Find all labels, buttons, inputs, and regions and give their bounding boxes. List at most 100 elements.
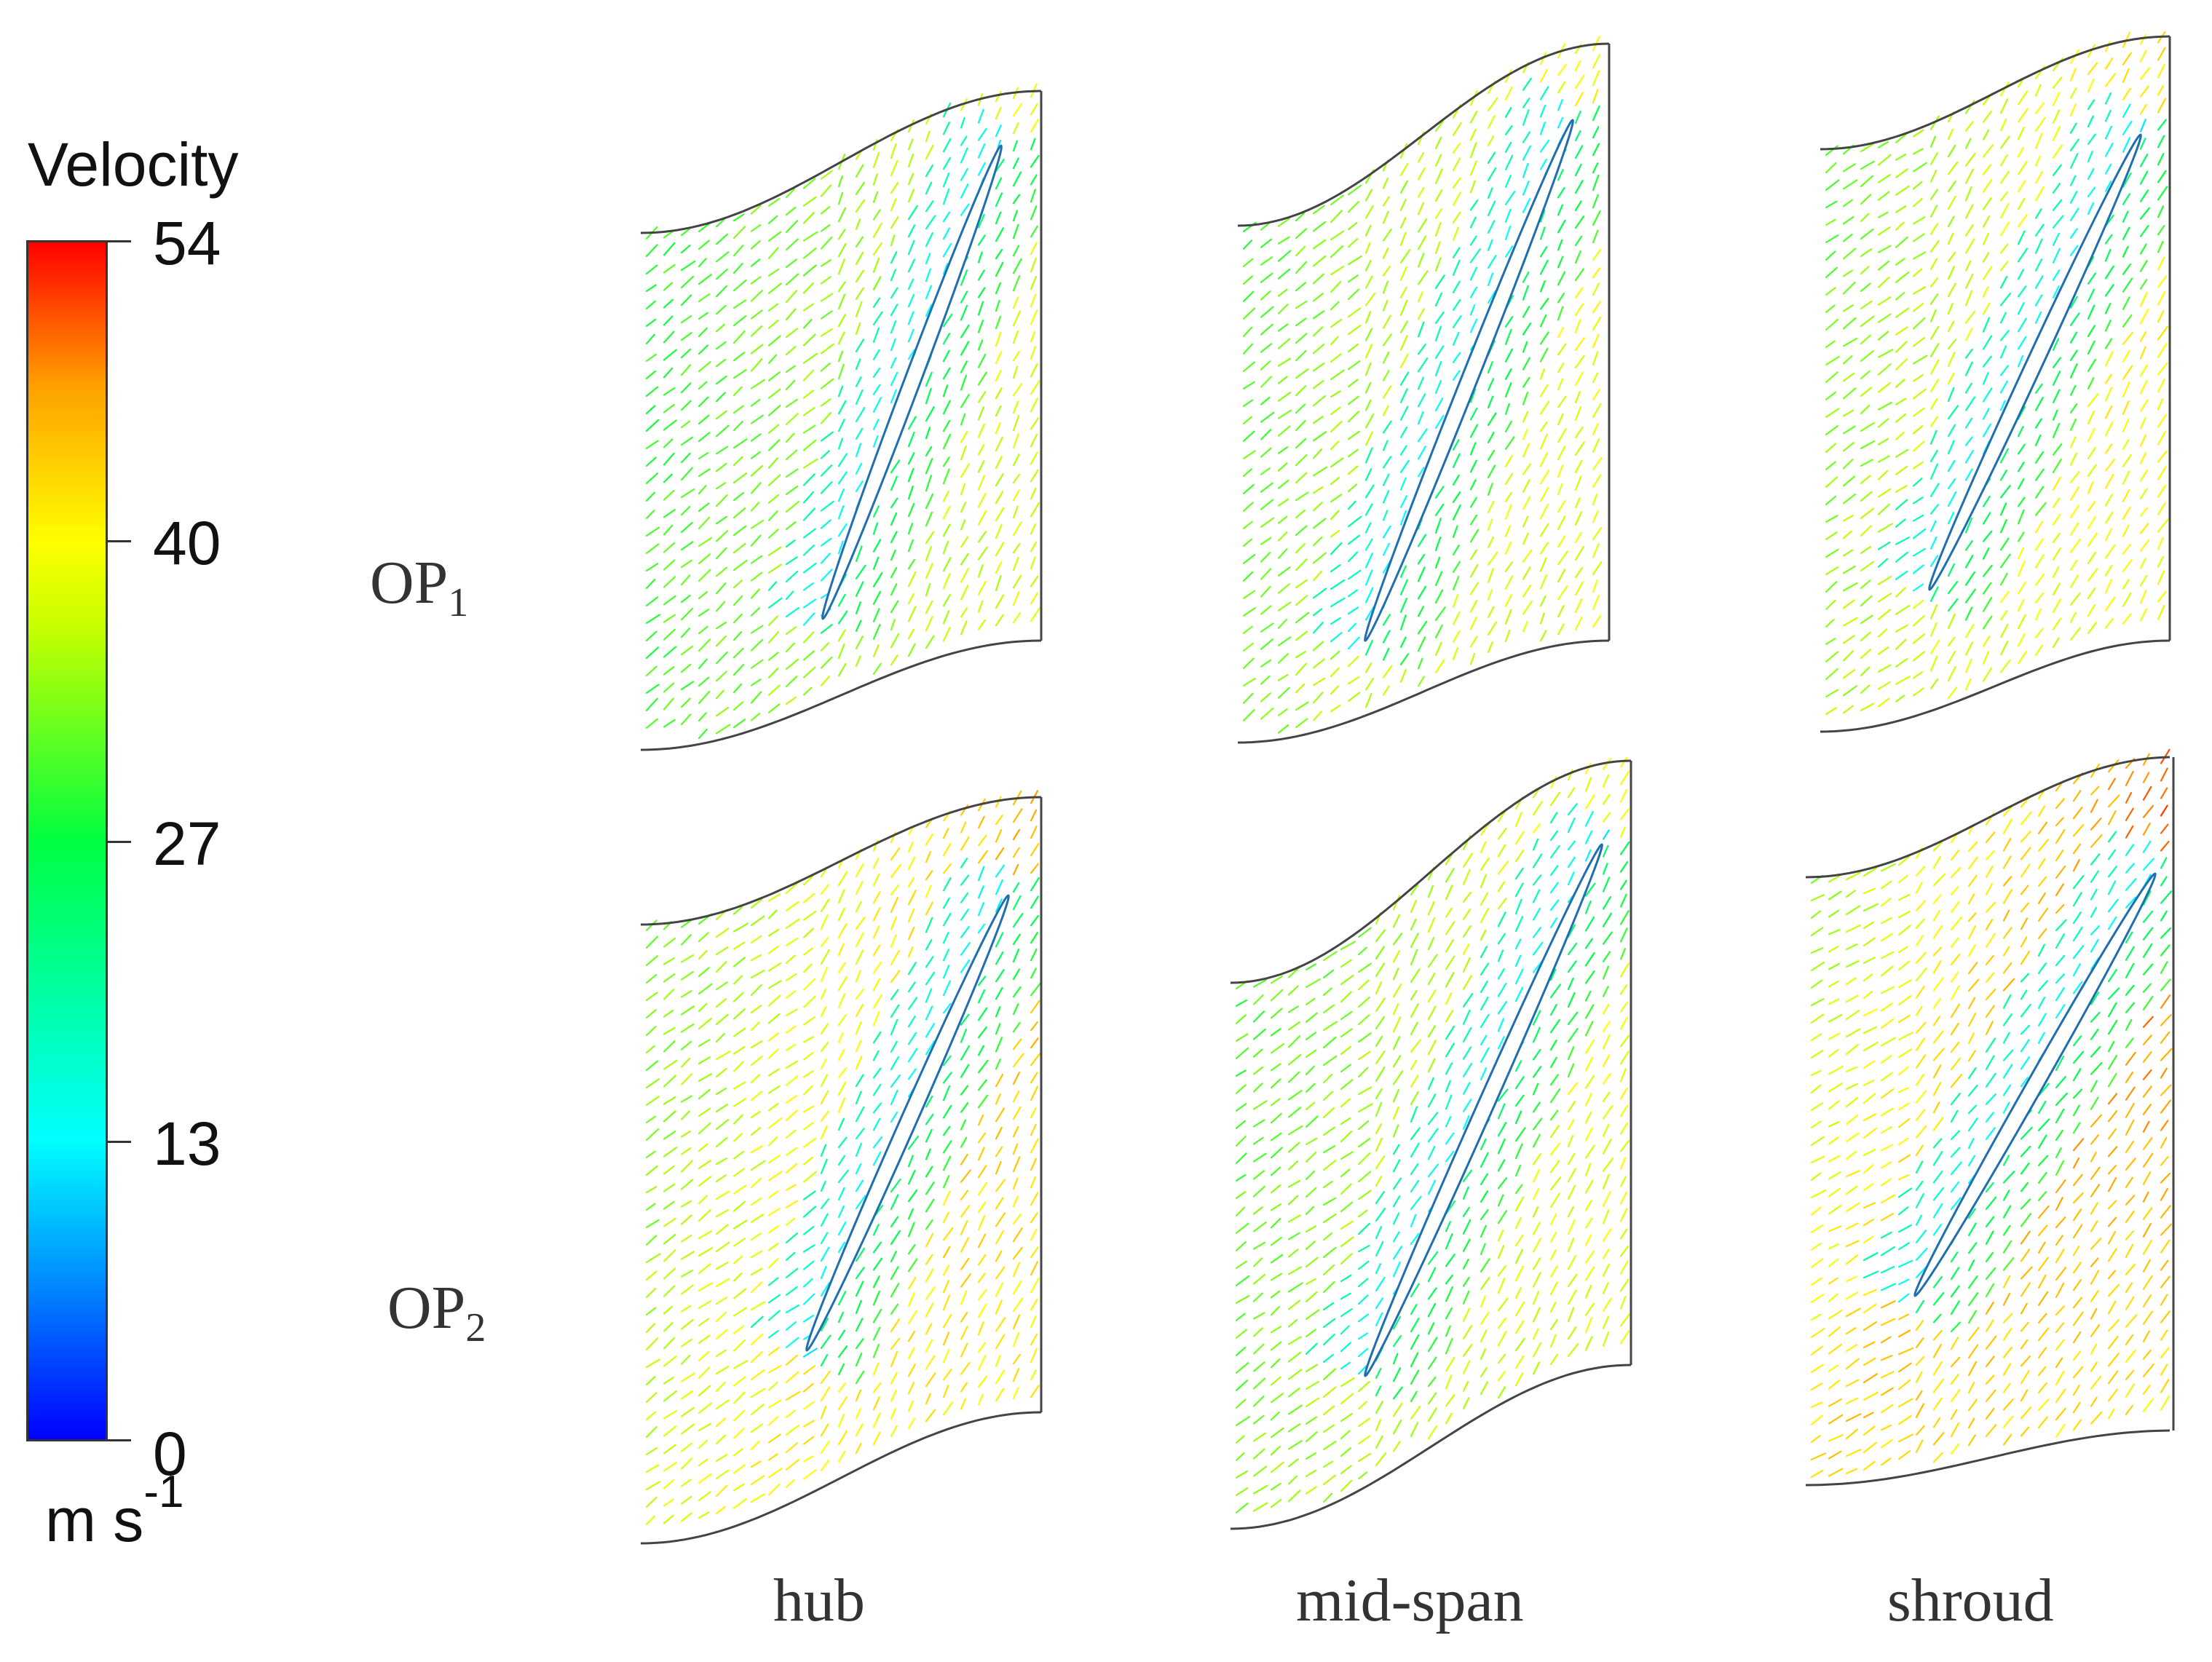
velocity-vector xyxy=(925,531,935,545)
velocity-vector xyxy=(907,1330,915,1342)
velocity-vector xyxy=(995,211,1002,225)
velocity-vector xyxy=(1549,1039,1557,1051)
velocity-vector xyxy=(1880,1126,1892,1134)
velocity-vector xyxy=(1982,197,1992,210)
velocity-vector xyxy=(750,224,762,232)
velocity-vector xyxy=(1012,1021,1021,1033)
velocity-vector xyxy=(1427,973,1436,986)
velocity-vector xyxy=(1999,345,2007,359)
velocity-vector xyxy=(2020,1198,2031,1210)
velocity-vector xyxy=(925,971,936,986)
velocity-vector xyxy=(1557,306,1564,321)
velocity-vector xyxy=(1392,1016,1402,1033)
velocity-vector xyxy=(1030,1315,1037,1329)
velocity-vector xyxy=(2157,290,2166,306)
velocity-vector xyxy=(1842,234,1853,242)
velocity-vector xyxy=(855,181,866,195)
velocity-vector xyxy=(1557,569,1566,583)
velocity-vector xyxy=(680,574,691,586)
velocity-vector xyxy=(1434,624,1443,639)
velocity-vector xyxy=(2034,451,2044,464)
velocity-vector xyxy=(890,338,896,352)
velocity-vector xyxy=(1539,210,1546,223)
velocity-vector xyxy=(1932,1151,1943,1166)
panel-op2-mid-span xyxy=(1230,757,1632,1530)
velocity-vector xyxy=(1452,226,1460,241)
velocity-vector xyxy=(750,358,763,372)
velocity-vector xyxy=(2090,818,2102,831)
velocity-vector xyxy=(1427,1005,1437,1021)
velocity-vector xyxy=(995,507,1005,522)
velocity-vector xyxy=(1012,948,1020,963)
velocity-vector xyxy=(732,299,747,309)
velocity-vector xyxy=(1260,396,1271,405)
velocity-vector xyxy=(907,485,914,500)
velocity-vector xyxy=(1619,1002,1628,1013)
velocity-vector xyxy=(698,240,710,250)
velocity-vector xyxy=(2104,528,2112,542)
velocity-vector xyxy=(1330,210,1343,223)
velocity-vector xyxy=(2017,355,2023,368)
velocity-vector xyxy=(1357,1222,1370,1235)
velocity-vector xyxy=(732,906,743,915)
velocity-vector xyxy=(2017,108,2029,123)
velocity-vector xyxy=(995,1107,1006,1123)
velocity-vector xyxy=(1434,241,1441,254)
velocity-vector xyxy=(1619,1191,1627,1205)
velocity-vector xyxy=(1480,1047,1490,1064)
velocity-vector xyxy=(1417,585,1426,600)
velocity-vector xyxy=(732,1219,748,1230)
velocity-vector xyxy=(2052,76,2063,89)
velocity-vector xyxy=(2020,811,2032,826)
velocity-vector xyxy=(872,1050,880,1061)
velocity-vector xyxy=(1260,482,1273,493)
velocity-vector xyxy=(2104,544,2116,559)
velocity-vector xyxy=(680,1442,692,1452)
velocity-vector xyxy=(1242,571,1254,582)
velocity-vector xyxy=(1825,638,1836,646)
velocity-vector xyxy=(960,501,967,513)
velocity-vector xyxy=(890,182,899,194)
velocity-vector xyxy=(680,713,692,726)
velocity-vector xyxy=(1375,1240,1384,1257)
velocity-vector xyxy=(1242,416,1252,424)
velocity-vector xyxy=(2055,1249,2065,1264)
velocity-vector xyxy=(1392,1055,1402,1068)
velocity-vector xyxy=(1825,651,1838,663)
velocity-vector xyxy=(1340,1117,1351,1125)
velocity-vector xyxy=(1932,1378,1944,1393)
velocity-vector xyxy=(1410,1405,1421,1420)
velocity-vector xyxy=(802,598,817,609)
velocity-vector xyxy=(1539,470,1550,485)
velocity-vector xyxy=(1982,335,1993,350)
velocity-vector xyxy=(890,320,897,334)
velocity-vector xyxy=(2020,1355,2031,1367)
velocity-vector xyxy=(1030,1176,1036,1189)
velocity-vector xyxy=(942,384,949,397)
velocity-vector xyxy=(698,1263,711,1275)
velocity-vector xyxy=(767,1085,781,1094)
velocity-vector xyxy=(1364,344,1373,359)
velocity-vector xyxy=(1895,448,1909,458)
velocity-vector xyxy=(1382,510,1389,521)
velocity-vector xyxy=(645,472,659,485)
velocity-vector xyxy=(977,1147,985,1161)
velocity-vector xyxy=(1260,272,1273,283)
velocity-vector xyxy=(1252,1241,1266,1250)
velocity-vector xyxy=(1532,927,1541,938)
velocity-vector xyxy=(855,564,866,579)
velocity-vector xyxy=(977,850,988,864)
velocity-vector xyxy=(1557,515,1566,531)
velocity-vector xyxy=(1985,1251,1994,1262)
velocity-vector xyxy=(680,607,694,621)
velocity-vector xyxy=(995,90,1002,103)
velocity-vector xyxy=(925,371,933,387)
velocity-vector xyxy=(2017,561,2026,577)
velocity-vector xyxy=(715,1136,728,1148)
velocity-vector xyxy=(1260,605,1272,615)
velocity-vector xyxy=(2104,473,2114,489)
velocity-vector xyxy=(1828,1171,1841,1180)
velocity-vector xyxy=(1277,236,1290,245)
velocity-vector xyxy=(2142,1398,2154,1412)
velocity-vector xyxy=(1619,860,1629,873)
